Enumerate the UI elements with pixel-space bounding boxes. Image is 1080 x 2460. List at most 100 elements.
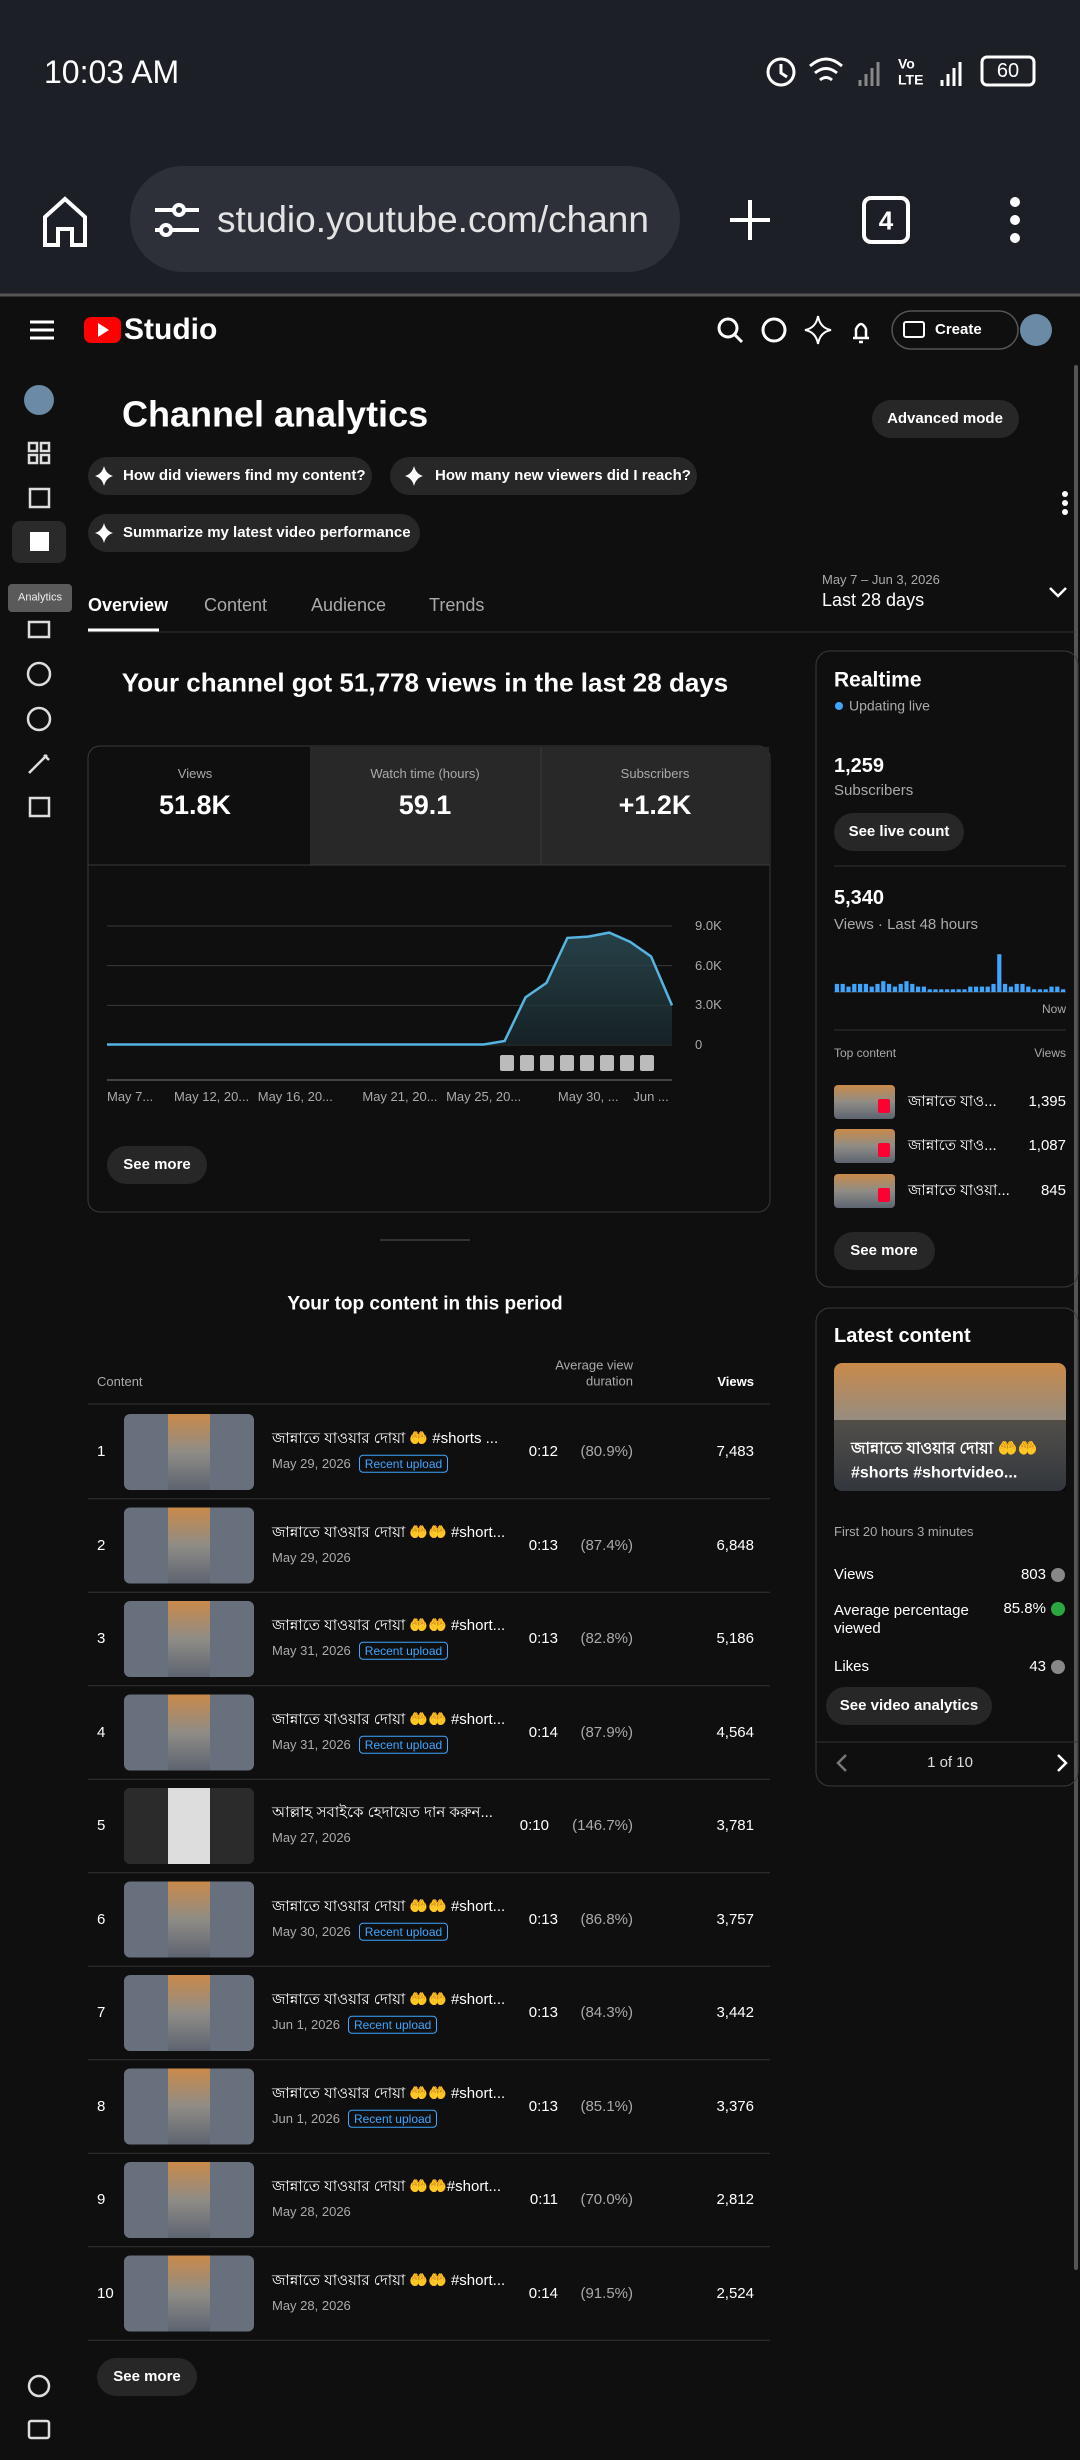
- live-count[interactable]: See live count: [848, 823, 950, 840]
- see-more[interactable]: See more: [113, 2368, 181, 2385]
- bar: [1032, 989, 1037, 992]
- avg-duration: 0:13: [528, 1536, 558, 1554]
- metric-value[interactable]: 51.8K: [158, 789, 232, 820]
- video-meta: May 30, 2026 Recent upload: [272, 1922, 449, 1941]
- scrollbar[interactable]: [1074, 365, 1078, 2270]
- url-text[interactable]: studio.youtube.com/chann: [217, 198, 649, 240]
- bar: [962, 989, 967, 992]
- x-tick-label: Jun ...: [633, 1089, 669, 1105]
- period[interactable]: Last 28 days: [822, 590, 925, 611]
- latest-thumbnail[interactable]: [834, 1363, 1066, 1491]
- upload-date: May 31, 2026: [272, 1736, 351, 1752]
- chip[interactable]: [390, 457, 697, 495]
- thumbnail-image: [168, 2068, 210, 2145]
- bar: [1061, 989, 1066, 992]
- video-title[interactable]: জান্নাতে যাওয়ার দোয়া 🤲🤲 #short...: [272, 1617, 506, 1634]
- thumbnail-image: [168, 1975, 210, 2051]
- avg-duration: 0:13: [528, 1630, 558, 1647]
- page-title: Channel analytics: [122, 393, 429, 435]
- column-header: Content: [97, 1374, 143, 1390]
- bar: [979, 986, 984, 992]
- dropdown-chevron[interactable]: [1049, 587, 1067, 598]
- chip[interactable]: [88, 514, 420, 552]
- battery-level: 60: [996, 60, 1020, 82]
- video-title[interactable]: জান্নাতে যাওয়ার দোয়া 🤲 #shorts ...: [272, 1430, 499, 1447]
- rank: 2: [97, 1536, 106, 1554]
- sidebar-icons: [12, 385, 66, 2440]
- tab[interactable]: Content: [204, 595, 268, 616]
- video-title[interactable]: জান্নাতে যাও...: [908, 1137, 997, 1154]
- video-title[interactable]: জান্নাতে যাওয়া...: [908, 1182, 1010, 1199]
- see-more-button[interactable]: [834, 1232, 935, 1270]
- video-title[interactable]: জান্নাতে যাওয়ার দোয়া 🤲🤲 #short...: [272, 1710, 506, 1728]
- avg-duration: 0:14: [528, 2284, 558, 2302]
- next-button[interactable]: [1057, 1754, 1068, 1772]
- views: 6,848: [716, 1536, 754, 1554]
- chip-text[interactable]: How many new viewers did I reach?: [435, 467, 691, 484]
- bar: [968, 986, 973, 992]
- y-tick-label: 9.0K: [695, 918, 722, 934]
- bar: [869, 986, 874, 992]
- bar: [997, 954, 1002, 992]
- headline: Your channel got 51,778 views in the las…: [121, 667, 729, 698]
- thumbnail-image: [168, 2255, 210, 2332]
- date-range: May 7 – Jun 3, 2026: [822, 572, 940, 588]
- advanced-mode[interactable]: Advanced mode: [887, 410, 1003, 427]
- video-title[interactable]: জান্নাতে যাওয়ার দোয়া 🤲🤲 #short...: [272, 1897, 506, 1915]
- view-count: 5,340: [834, 887, 885, 909]
- metric-value[interactable]: +1.2K: [618, 789, 692, 820]
- see-more[interactable]: See more: [850, 1242, 918, 1259]
- menu-dots[interactable]: [1010, 197, 1020, 243]
- chip[interactable]: [88, 457, 372, 495]
- bar: [991, 983, 996, 992]
- video-title[interactable]: জান্নাতে যাও...: [908, 1093, 997, 1110]
- video-title[interactable]: জান্নাতে যাওয়ার দোয়া 🤲🤲 #short...: [272, 2084, 506, 2102]
- views: 7,483: [716, 1443, 754, 1460]
- see-more-button[interactable]: [107, 1146, 207, 1184]
- x-tick-label: May 16, 20...: [257, 1089, 333, 1105]
- upload-date: Jun 1, 2026: [272, 2016, 340, 2032]
- tab[interactable]: Trends: [429, 595, 485, 616]
- video-title[interactable]: জান্নাতে যাওয়ার দোয়া 🤲🤲 #short...: [272, 2271, 506, 2289]
- see-more[interactable]: See more: [123, 1156, 191, 1173]
- video-meta: May 31, 2026 Recent upload: [272, 1641, 449, 1661]
- stat-value: 803: [1020, 1566, 1046, 1583]
- x-tick-label: May 30, ...: [557, 1089, 619, 1105]
- metric-value[interactable]: 59.1: [398, 789, 452, 820]
- data-line: [107, 931, 674, 1046]
- thumbnail-image: [168, 1507, 210, 1584]
- y-tick-label: 0: [695, 1037, 703, 1053]
- see-more-button[interactable]: [97, 2358, 197, 2396]
- advanced-mode-button[interactable]: [872, 400, 1019, 438]
- video-title[interactable]: জান্নাতে যাওয়ার দোয়া 🤲🤲#short...: [272, 2178, 501, 2195]
- create-button[interactable]: Create: [935, 321, 982, 338]
- tab[interactable]: Overview: [88, 595, 169, 616]
- y-tick-label: 6.0K: [695, 957, 722, 973]
- avg-duration: 0:10: [519, 1817, 549, 1834]
- prev-button[interactable]: [836, 1754, 847, 1772]
- avg-duration: 0:13: [528, 2004, 558, 2021]
- views: 3,781: [716, 1817, 754, 1834]
- badge: Recent upload: [347, 2109, 438, 2128]
- bar: [881, 981, 886, 992]
- video-analytics[interactable]: See video analytics: [839, 1697, 979, 1714]
- percent-viewed: (80.9%): [580, 1443, 633, 1460]
- trend-icon: [1051, 1660, 1065, 1674]
- video-meta: May 29, 2026 Recent upload: [272, 1454, 449, 1474]
- avatar[interactable]: [1020, 314, 1052, 346]
- chip-text[interactable]: How did viewers find my content?: [123, 467, 366, 484]
- live-count-button[interactable]: [834, 813, 964, 851]
- url-bar[interactable]: [130, 166, 680, 272]
- bar: [846, 986, 851, 992]
- tab[interactable]: Audience: [311, 595, 387, 616]
- video-title: #shorts #shortvideo...: [851, 1464, 1018, 1482]
- rank: 10: [97, 2284, 114, 2302]
- video-title[interactable]: জান্নাতে যাওয়ার দোয়া 🤲🤲 #short...: [272, 1991, 506, 2008]
- bar: [950, 989, 955, 992]
- tab-count[interactable]: 4: [878, 205, 894, 236]
- chip-text[interactable]: Summarize my latest video performance: [123, 524, 411, 541]
- video-analytics-button[interactable]: [826, 1687, 992, 1725]
- subscriber-count: 1,259: [834, 755, 885, 777]
- video-title[interactable]: জান্নাতে যাওয়ার দোয়া 🤲🤲 #short...: [272, 1523, 506, 1541]
- video-title[interactable]: আল্লাহ সবাইকে হেদায়েত দান করুন...: [272, 1804, 493, 1821]
